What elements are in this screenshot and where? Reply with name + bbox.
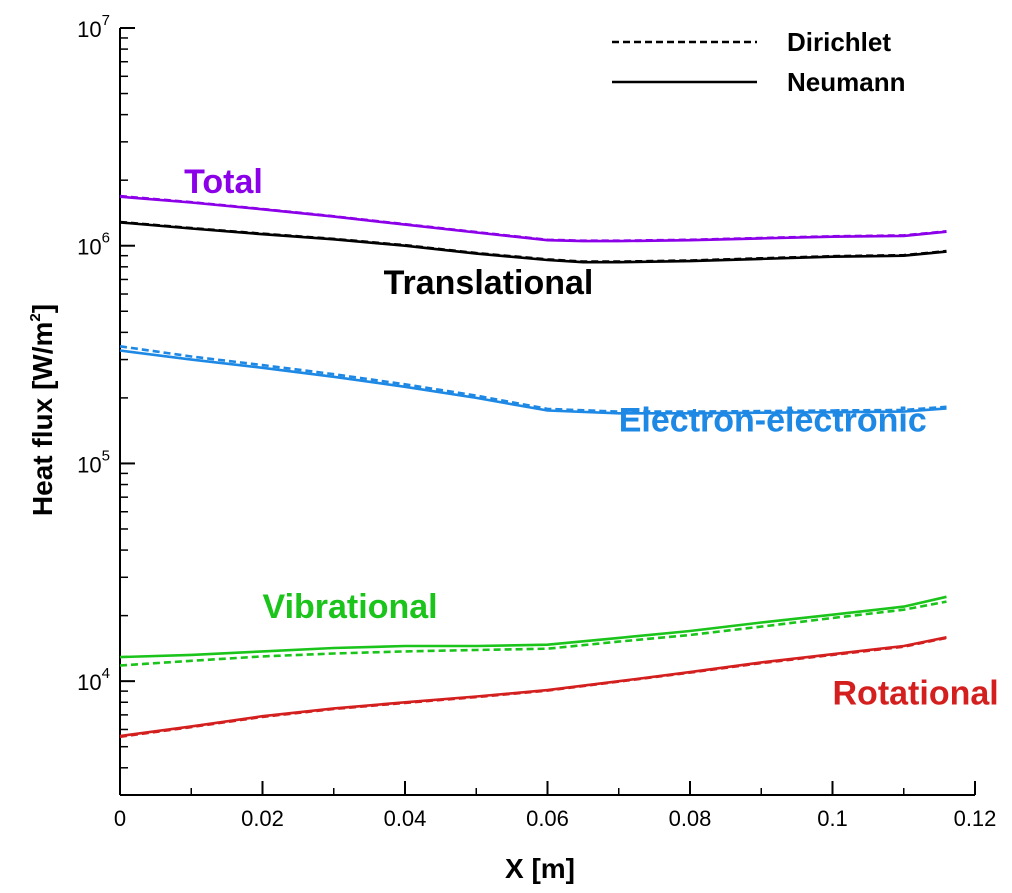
y-tick-label-base: 10: [77, 17, 101, 42]
series-layer: [119, 194, 947, 739]
series-total-neumann-line: [119, 195, 947, 243]
legend-neumann-label: Neumann: [787, 67, 905, 97]
y-tick-label: 107: [77, 12, 110, 42]
series-label-total: Total: [184, 163, 263, 201]
series-translational-neumann-line: [119, 221, 947, 264]
y-axis-title-sup: 2: [27, 313, 44, 321]
series-label-rotational: Rotational: [833, 675, 999, 713]
series-label-translational: Translational: [384, 264, 594, 302]
y-tick-label-exp: 5: [102, 447, 110, 464]
x-tick-label: 0: [114, 806, 126, 831]
legend-dirichlet-label: Dirichlet: [787, 27, 891, 57]
y-axis-title-text: Heat flux [W/m: [27, 322, 58, 516]
y-tick-label-base: 10: [77, 235, 101, 260]
y-axis-title-close: ]: [27, 304, 58, 313]
y-tick-label: 105: [77, 447, 110, 477]
series-translational-dirichlet-line: [119, 220, 947, 263]
x-tick-label: 0.06: [526, 806, 569, 831]
x-tick-label: 0.02: [241, 806, 284, 831]
series-electron-electronic-neumann-line: [119, 349, 947, 415]
series-label-vibrational: Vibrational: [263, 588, 438, 626]
series-labels: Total Translational Electron-electronic Vib…: [184, 163, 999, 713]
x-axis-title: X [m]: [505, 853, 575, 884]
series-label-electron-electronic: Electron-electronic: [619, 402, 927, 440]
x-tick-label: 0.08: [669, 806, 712, 831]
y-axis-title: Heat flux [W/m2]: [27, 304, 58, 516]
y-tick-label-base: 10: [77, 452, 101, 477]
y-tick-label-exp: 7: [102, 12, 110, 29]
series-vibrational-neumann-line: [119, 595, 947, 659]
series-rotational-neumann-line: [119, 636, 947, 738]
x-tick-label: 0.12: [954, 806, 997, 831]
y-tick-label: 104: [77, 665, 110, 695]
y-tick-label-exp: 6: [102, 230, 110, 247]
x-tick-label: 0.1: [817, 806, 848, 831]
y-tick-label-base: 10: [77, 670, 101, 695]
y-tick-label: 106: [77, 230, 110, 260]
y-tick-label-exp: 4: [102, 665, 110, 682]
x-tick-label: 0.04: [384, 806, 427, 831]
series-electron-electronic-dirichlet-line: [119, 345, 947, 413]
legend: Dirichlet Neumann: [612, 27, 905, 97]
